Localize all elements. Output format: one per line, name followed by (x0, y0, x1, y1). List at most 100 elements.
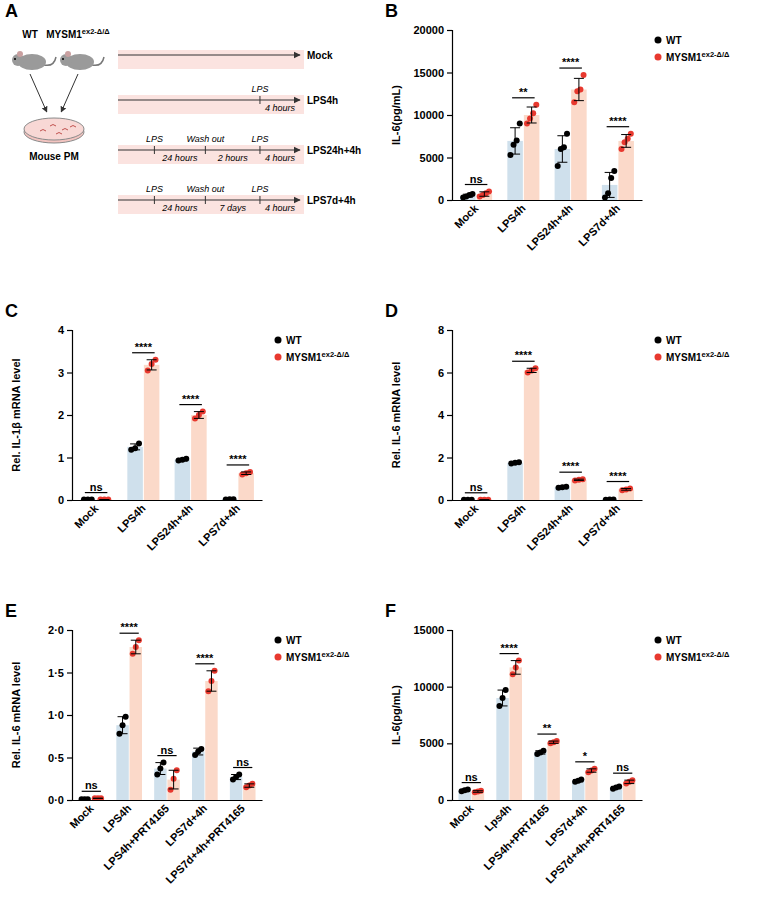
tick-label: LPS4h+PRT4165 (481, 802, 551, 872)
event-label: LPS (146, 184, 163, 194)
tick-label: LPS7d+4h+PRT4165 (163, 802, 247, 886)
timeline-label: Mock (307, 50, 333, 61)
axis-line (67, 331, 73, 501)
legend-marker (655, 354, 662, 361)
tick-mark (447, 30, 452, 31)
error-bar (573, 780, 583, 782)
error-bar (574, 479, 584, 480)
tick: LPS4h (495, 200, 528, 235)
tick: LPS7d+4h+PRT4165 (543, 800, 627, 886)
duration-label: 2 hours (217, 153, 249, 163)
chart: 0·00·51·01·52·0MockLPS4hLPS4h+PRT4165LPS… (10, 621, 350, 886)
tick: LPS7d+4h (576, 200, 623, 248)
bar (191, 415, 207, 500)
tick-label: 6 (438, 367, 444, 379)
significance-label: **** (196, 652, 214, 664)
axis-line (67, 631, 73, 801)
tick-mark (67, 415, 72, 416)
chart: 050001000015000MockLps4hLPS4h+PRT4165LPS… (390, 624, 730, 886)
bar (510, 667, 522, 800)
legend-label: WT (666, 635, 682, 646)
tick-mark (67, 500, 72, 501)
event-label: Wash out (186, 184, 224, 194)
tick-mark (447, 800, 452, 801)
significance-label: ** (543, 722, 552, 734)
tick-label: 2 (58, 409, 64, 421)
error-bar (479, 499, 489, 500)
error-bar (169, 770, 179, 789)
event-label: LPS (251, 184, 268, 194)
panel-a: AWTMYSM1ex2-Δ/ΔMouse PMMockLPS4hLPS4 hou… (5, 1, 361, 214)
tick-mark (447, 457, 452, 458)
chart: 05000100001500020000MockLPS4hLPS24h+4hLP… (390, 24, 730, 253)
tick-mark (67, 800, 72, 801)
tick-label: LPS24h+4h (524, 502, 575, 553)
event-label: LPS (146, 134, 163, 144)
error-bar (147, 360, 157, 370)
tick: 15000 (413, 624, 452, 636)
tick-label: 1 (58, 452, 64, 464)
error-bar (510, 462, 520, 463)
axis-line (447, 331, 453, 501)
tick-label: Mock (67, 801, 96, 830)
timeline (118, 145, 304, 164)
legend-marker (275, 354, 282, 361)
tick: 20000 (413, 24, 452, 36)
significance-label: ns (85, 779, 98, 791)
tick-label: LPS24h+4h (524, 202, 575, 253)
data-point (98, 795, 104, 800)
tick: 2 (58, 409, 72, 421)
marks (78, 637, 255, 800)
tick-mark (67, 715, 72, 716)
axis-line (453, 800, 643, 801)
panel-letter: D (385, 301, 398, 321)
bar (472, 792, 484, 801)
data-point (577, 87, 583, 93)
tick: 0·0 (48, 794, 72, 806)
tick: 2 (438, 452, 452, 464)
event-label: LPS (251, 134, 268, 144)
tick: LPS24h+4h (524, 200, 575, 253)
tick: 5000 (420, 737, 452, 749)
error-bar (231, 775, 241, 780)
error-bar (463, 499, 473, 500)
legend-marker (655, 637, 662, 644)
legend-label: WT (666, 335, 682, 346)
tick-label: 8 (438, 324, 444, 336)
duration-label: 4 hours (265, 103, 296, 113)
tick: 4 (438, 409, 452, 421)
tick: 6 (438, 367, 452, 379)
mouse-icon (12, 51, 56, 70)
x-axis: MockLPS4hLPS24h+4hLPS7d+4h (452, 200, 642, 253)
tick: Mock (72, 500, 101, 530)
marks (80, 357, 254, 500)
tick: LPS4h+PRT4165 (481, 800, 551, 872)
bar (127, 447, 143, 500)
error-bar (177, 458, 187, 461)
marks (460, 365, 634, 500)
significance-label: ns (161, 744, 174, 756)
tick-mark (447, 372, 452, 373)
error-bar (244, 784, 254, 787)
data-point (555, 163, 561, 169)
mouse-label: WT (22, 29, 38, 40)
tick-label: Mock (447, 801, 476, 830)
significance-label: **** (562, 56, 580, 68)
legend-label: MYSM1ex2-Δ/Δ (286, 650, 350, 664)
data-point (581, 72, 587, 78)
y-axis: 05000100001500020000 (413, 24, 452, 206)
tick: LPS7d+4h (196, 500, 243, 548)
significance-label: ns (470, 173, 483, 185)
tick: 0 (58, 494, 72, 506)
tick-label: LPS4h (115, 502, 148, 535)
tick-label: 0·0 (48, 794, 64, 806)
legend-label: WT (286, 635, 302, 646)
error-bar (511, 661, 521, 675)
y-axis: 02468 (438, 324, 453, 506)
legend-label: MYSM1ex2-Δ/Δ (666, 650, 730, 664)
mouse-icon (60, 51, 104, 70)
error-bar (586, 769, 596, 772)
data-point (530, 110, 536, 116)
error-bar (460, 790, 470, 792)
timeline-label: LPS4h (307, 95, 338, 106)
